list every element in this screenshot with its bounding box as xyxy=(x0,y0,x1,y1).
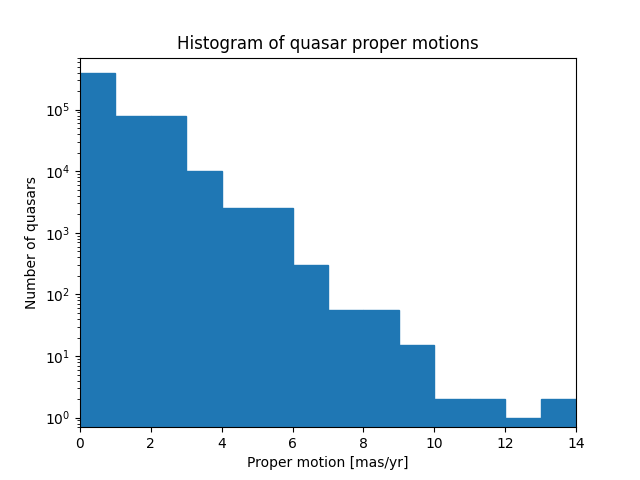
Bar xyxy=(292,265,328,480)
Bar xyxy=(505,418,541,480)
Bar xyxy=(364,311,399,480)
Bar xyxy=(221,208,257,480)
X-axis label: Proper motion [mas/yr]: Proper motion [mas/yr] xyxy=(247,456,409,470)
Bar xyxy=(470,399,505,480)
Y-axis label: Number of quasars: Number of quasars xyxy=(26,176,40,309)
Bar xyxy=(328,311,364,480)
Bar xyxy=(80,72,115,480)
Bar xyxy=(115,116,151,480)
Title: Histogram of quasar proper motions: Histogram of quasar proper motions xyxy=(177,35,479,53)
Bar xyxy=(435,399,470,480)
Bar xyxy=(399,345,435,480)
Bar xyxy=(541,399,576,480)
Bar xyxy=(186,171,221,480)
Bar xyxy=(257,208,292,480)
Bar xyxy=(151,116,186,480)
